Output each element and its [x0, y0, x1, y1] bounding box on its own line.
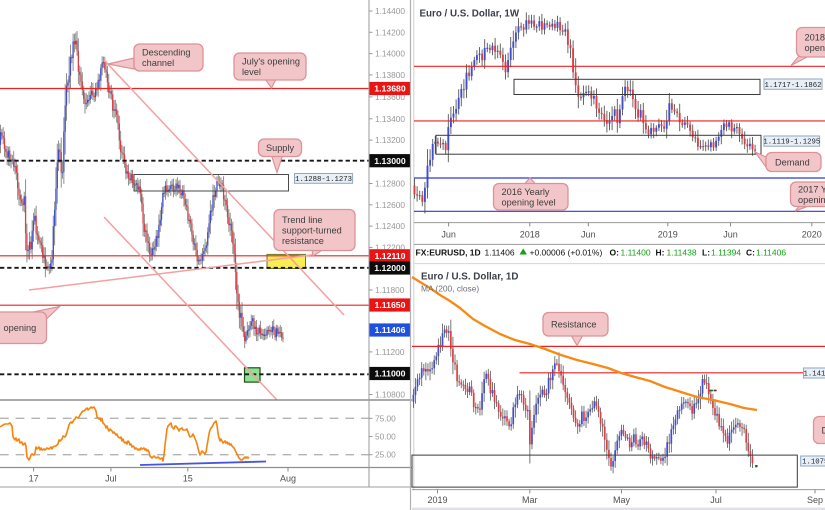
svg-text:1.13400: 1.13400 — [375, 114, 405, 124]
svg-text:17: 17 — [29, 474, 39, 484]
svg-text:1.1119-1.1295: 1.1119-1.1295 — [763, 139, 820, 147]
svg-text:1.12800: 1.12800 — [375, 179, 405, 189]
svg-text:resistance: resistance — [282, 236, 324, 246]
svg-text:2018: 2018 — [520, 230, 540, 240]
svg-text:July's opening: July's opening — [242, 57, 300, 67]
svg-text:Jun: Jun — [581, 230, 596, 240]
svg-text:1.11200: 1.11200 — [375, 347, 405, 357]
svg-text:1.12200: 1.12200 — [375, 242, 405, 252]
svg-text:1.14000: 1.14000 — [375, 49, 405, 59]
svg-text:Resistance: Resistance — [551, 320, 596, 330]
svg-text:1.11406: 1.11406 — [756, 248, 786, 258]
svg-text:2019: 2019 — [658, 230, 678, 240]
svg-text:50.00: 50.00 — [375, 432, 396, 442]
svg-text:Jul: Jul — [710, 495, 722, 505]
svg-text:1.14195: 1.14195 — [803, 371, 825, 379]
svg-text:Euro / U.S. Dollar, 1W: Euro / U.S. Dollar, 1W — [420, 8, 520, 19]
svg-text:Descending: Descending — [142, 48, 191, 58]
svg-text:opening: opening — [4, 323, 37, 333]
svg-text:Jun: Jun — [441, 230, 456, 240]
svg-text:1.11406: 1.11406 — [485, 248, 515, 258]
svg-text:1.11400: 1.11400 — [621, 248, 651, 258]
svg-text:2017 Ye: 2017 Ye — [798, 184, 825, 194]
svg-text:2020: 2020 — [802, 230, 822, 240]
svg-text:1.13200: 1.13200 — [375, 135, 405, 145]
svg-text:2019: 2019 — [427, 495, 447, 505]
svg-text:Euro / U.S. Dollar, 1D: Euro / U.S. Dollar, 1D — [421, 272, 518, 283]
svg-text:75.00: 75.00 — [375, 413, 396, 423]
svg-text:L:: L: — [702, 248, 710, 258]
svg-text:1.13000: 1.13000 — [374, 156, 406, 166]
svg-text:opening: opening — [805, 43, 825, 53]
svg-text:C:: C: — [746, 248, 755, 258]
svg-text:1.14400: 1.14400 — [375, 6, 405, 16]
svg-text:1.14200: 1.14200 — [375, 27, 405, 37]
svg-text:opening level: opening level — [502, 197, 556, 207]
svg-text:Supply: Supply — [266, 143, 294, 153]
svg-text:opening: opening — [798, 195, 825, 205]
svg-text:1.11394: 1.11394 — [711, 248, 741, 258]
svg-text:1.12600: 1.12600 — [375, 200, 405, 210]
svg-text:2018 ye: 2018 ye — [805, 32, 825, 42]
svg-text:1.10800: 1.10800 — [375, 390, 405, 400]
svg-text:Sep: Sep — [807, 495, 823, 505]
svg-text:May: May — [613, 495, 631, 505]
svg-text:Trend line: Trend line — [282, 215, 323, 225]
svg-text:Mar: Mar — [522, 495, 538, 505]
svg-text:1.10759: 1.10759 — [802, 459, 825, 467]
svg-text:1.12110: 1.12110 — [375, 251, 406, 261]
svg-text:O:: O: — [610, 248, 620, 258]
svg-text:MA (200, close): MA (200, close) — [421, 284, 479, 294]
svg-text:1.11650: 1.11650 — [375, 300, 406, 310]
svg-text:FX:EURUSD, 1D: FX:EURUSD, 1D — [416, 248, 481, 258]
svg-text:Jul: Jul — [105, 474, 117, 484]
svg-text:1.11800: 1.11800 — [375, 285, 405, 295]
svg-text:1.12000: 1.12000 — [374, 263, 406, 273]
svg-text:15: 15 — [183, 474, 193, 484]
svg-text:1.11000: 1.11000 — [375, 369, 406, 379]
svg-text:1.11406: 1.11406 — [375, 325, 406, 335]
svg-text:1.1717-1.1862: 1.1717-1.1862 — [765, 82, 822, 90]
svg-text:H:: H: — [656, 248, 665, 258]
svg-text:1.13680: 1.13680 — [374, 84, 406, 94]
svg-text:Jun: Jun — [723, 230, 738, 240]
svg-text:+0.00006 (+0.01%): +0.00006 (+0.01%) — [530, 248, 603, 258]
svg-text:level: level — [242, 67, 261, 77]
svg-text:2016 Yearly: 2016 Yearly — [502, 187, 550, 197]
svg-text:1.1288-1.1273: 1.1288-1.1273 — [295, 176, 352, 184]
svg-text:support-turned: support-turned — [282, 225, 342, 235]
svg-text:1.12400: 1.12400 — [375, 221, 405, 231]
svg-text:Demand: Demand — [775, 157, 810, 167]
svg-text:1.11438: 1.11438 — [667, 248, 697, 258]
svg-text:1.13600: 1.13600 — [375, 92, 405, 102]
svg-text:25.00: 25.00 — [375, 450, 396, 460]
svg-text:Demand: Demand — [822, 425, 825, 435]
svg-text:channel: channel — [142, 58, 174, 68]
svg-text:Aug: Aug — [280, 474, 296, 484]
svg-text:1.13800: 1.13800 — [375, 70, 405, 80]
